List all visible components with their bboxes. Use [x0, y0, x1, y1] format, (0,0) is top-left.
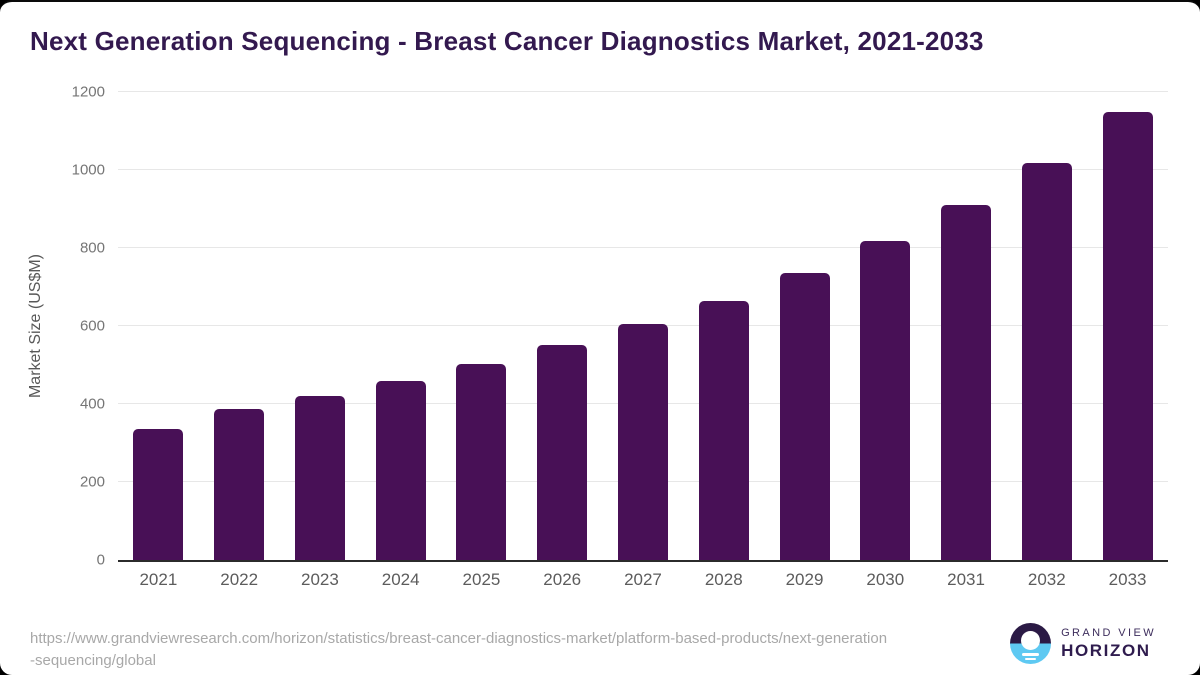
bar-band-2022	[199, 92, 280, 560]
bar-band-2027	[603, 92, 684, 560]
x-tick-2029: 2029	[785, 570, 824, 589]
y-tick-800: 800	[79, 239, 105, 257]
bars-container	[118, 92, 1168, 560]
bar-band-2030	[845, 92, 926, 560]
x-tick-2027: 2027	[624, 570, 662, 589]
bar-2033[interactable]	[1102, 112, 1153, 560]
bar-2031[interactable]	[941, 205, 992, 560]
x-tick-2026: 2026	[543, 570, 582, 589]
x-axis-labels: 2021 2022 2023 2024 2025 2026 2027 2028 2029 2030…	[118, 570, 1168, 590]
horizon-sunrise-circle-icon	[1010, 623, 1052, 664]
bar-2029[interactable]	[779, 272, 830, 560]
y-axis-title-text: Market Size (US$M)	[27, 253, 44, 399]
bar-band-2023	[280, 92, 361, 560]
bar-band-2026	[522, 92, 603, 560]
x-tick-2025: 2025	[462, 570, 501, 589]
bar-band-2031	[926, 92, 1007, 560]
bar-2032[interactable]	[1021, 162, 1072, 560]
bar-band-2021	[118, 92, 199, 560]
logo-brand-bottom: HORIZON	[1061, 640, 1151, 660]
x-tick-2023: 2023	[301, 570, 339, 589]
bar-band-2033	[1087, 92, 1168, 560]
bar-2025[interactable]	[456, 364, 507, 560]
reflection-line-icon	[1025, 658, 1037, 660]
bar-2024[interactable]	[375, 381, 426, 560]
logo-brand-top: GRAND VIEW	[1061, 626, 1156, 639]
bar-2022[interactable]	[214, 408, 265, 560]
y-tick-0: 0	[96, 551, 105, 569]
bar-band-2024	[360, 92, 441, 560]
x-tick-2021: 2021	[139, 570, 178, 589]
source-url-line1: https://www.grandviewresearch.com/horizo…	[30, 630, 888, 647]
x-tick-2032: 2032	[1027, 570, 1066, 589]
gridline-800	[118, 247, 1168, 249]
y-axis-title: Market Size (US$M)	[24, 92, 48, 560]
x-tick-2031: 2031	[947, 570, 985, 589]
bar-band-2025	[441, 92, 522, 560]
reflection-line-icon	[1022, 653, 1040, 656]
bar-band-2028	[683, 92, 764, 560]
bar-2028[interactable]	[698, 300, 749, 560]
bar-2026[interactable]	[537, 345, 588, 560]
gridline-1200	[118, 91, 1168, 92]
grandview-horizon-logo[interactable]: GRAND VIEW HORIZON	[1010, 623, 1156, 664]
bar-band-2029	[764, 92, 845, 560]
y-tick-600: 600	[79, 317, 105, 335]
x-tick-2022: 2022	[220, 570, 259, 589]
gridline-1000	[118, 169, 1168, 170]
x-tick-2028: 2028	[704, 570, 743, 589]
x-tick-2030: 2030	[866, 570, 905, 589]
x-tick-2033: 2033	[1108, 570, 1147, 589]
bar-2021[interactable]	[133, 428, 184, 560]
y-tick-200: 200	[79, 473, 105, 491]
bar-band-2032	[1006, 92, 1087, 560]
sun-icon	[1021, 631, 1041, 650]
bar-2027[interactable]	[617, 323, 668, 560]
bar-2030[interactable]	[860, 240, 911, 560]
source-url-line2: -sequencing/global	[30, 652, 156, 669]
x-tick-2024: 2024	[381, 570, 420, 589]
y-tick-1200: 1200	[71, 83, 105, 101]
bar-2023[interactable]	[294, 395, 345, 560]
y-tick-400: 400	[79, 395, 105, 413]
source-url[interactable]: https://www.grandviewresearch.com/horizo…	[30, 628, 887, 672]
plot-area: 0 200 400 600 800 1000 1200	[72, 84, 1168, 569]
logo-text: GRAND VIEW HORIZON	[1061, 627, 1156, 661]
y-tick-1000: 1000	[71, 161, 105, 179]
chart-title: Next Generation Sequencing - Breast Canc…	[30, 26, 984, 56]
